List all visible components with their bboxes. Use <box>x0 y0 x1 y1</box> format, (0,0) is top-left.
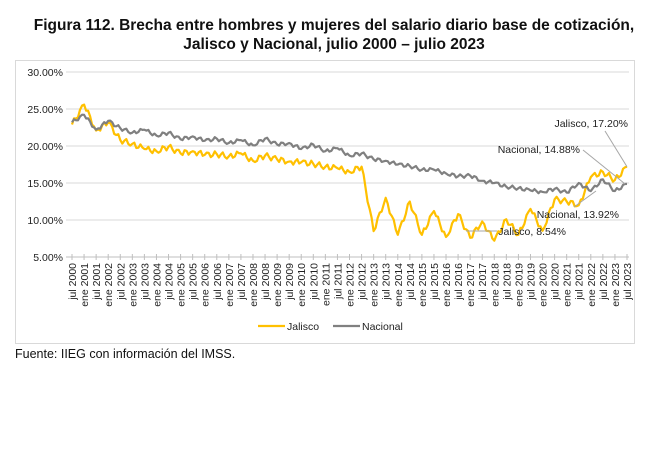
title-line-1: Figura 112. Brecha entre hombres y mujer… <box>33 17 635 34</box>
y-tick-label: 5.00% <box>33 252 63 264</box>
x-tick-label: jul 2020 <box>550 263 562 301</box>
x-tick-label: jul 2011 <box>332 263 344 300</box>
annotation-label: Jalisco, 8.54% <box>498 226 566 238</box>
x-tick-label: ene 2022 <box>586 263 598 307</box>
title-line-2: Jalisco y Nacional, julio 2000 – julio 2… <box>183 36 485 53</box>
x-axis: jul 2000 ene 2001 jul 2001 ene 2002 jul 2002… <box>66 254 634 307</box>
x-tick-label: ene 2010 <box>296 263 308 307</box>
x-tick-label: jul 2000 <box>67 263 79 301</box>
x-tick-label: ene 2021 <box>562 263 574 307</box>
annotation-label: Nacional, 14.88% <box>498 144 580 156</box>
x-tick-label: jul 2010 <box>308 263 320 301</box>
x-tick-label: jul 2007 <box>236 263 248 301</box>
x-tick-label: jul 2008 <box>260 263 272 301</box>
annotation-leader <box>573 190 597 208</box>
legend-label-nacional: Nacional <box>362 321 403 333</box>
x-tick-label: jul 2009 <box>284 263 296 301</box>
x-tick-label: ene 2002 <box>103 263 115 307</box>
x-tick-label: ene 2023 <box>610 263 622 307</box>
x-tick-label: ene 2020 <box>538 263 550 307</box>
x-tick-label: jul 2004 <box>164 263 176 301</box>
annotation-label: Nacional, 13.92% <box>537 209 619 221</box>
x-tick-label: ene 2005 <box>176 263 188 307</box>
x-tick-label: jul 2015 <box>429 263 441 301</box>
x-tick-label: jul 2022 <box>598 263 610 301</box>
annotation-leader <box>604 130 628 167</box>
chart-frame <box>15 60 635 344</box>
x-tick-label: ene 2001 <box>79 263 91 307</box>
legend-label-jalisco: Jalisco <box>287 321 319 333</box>
x-tick-label: jul 2014 <box>405 263 417 301</box>
x-tick-label: ene 2014 <box>393 263 405 307</box>
x-tick-label: jul 2021 <box>574 263 586 301</box>
series-line-nacional <box>71 113 628 195</box>
source-note: Fuente: IIEG con información del IMSS. <box>15 347 236 361</box>
y-axis: 5.00% 10.00% 15.00% 20.00% 25.00% 30.00% <box>27 67 63 264</box>
x-tick-label: ene 2015 <box>417 263 429 307</box>
annotation-leader <box>582 149 626 185</box>
series-line-jalisco <box>70 103 628 242</box>
x-tick-label: ene 2012 <box>345 263 357 307</box>
x-tick-label: ene 2013 <box>369 263 381 307</box>
gridlines <box>66 71 629 221</box>
y-tick-label: 30.00% <box>27 67 63 79</box>
series-lines <box>70 103 628 242</box>
x-tick-label: ene 2016 <box>441 263 453 307</box>
x-tick-label: jul 2002 <box>115 263 127 301</box>
annotations: Jalisco, 17.20% Nacional, 14.88% Nacional,… <box>466 118 628 238</box>
y-tick-label: 10.00% <box>27 215 63 227</box>
x-tick-label: jul 2006 <box>212 263 224 301</box>
x-tick-label: ene 2007 <box>224 263 236 307</box>
x-tick-label: ene 2008 <box>248 263 260 307</box>
x-tick-label: jul 2019 <box>525 263 537 301</box>
x-tick-label: ene 2011 <box>320 263 332 306</box>
x-tick-label: jul 2023 <box>622 263 634 301</box>
x-tick-label: jul 2016 <box>453 263 465 301</box>
x-tick-label: ene 2018 <box>489 263 501 307</box>
x-tick-label: jul 2018 <box>501 263 513 301</box>
x-tick-label: jul 2005 <box>188 263 200 301</box>
y-tick-label: 20.00% <box>27 141 63 153</box>
x-tick-label: ene 2009 <box>272 263 284 307</box>
x-tick-label: ene 2019 <box>513 263 525 307</box>
x-tick-label: jul 2012 <box>357 263 369 301</box>
x-tick-label: ene 2006 <box>200 263 212 307</box>
figure-title: Figura 112. Brecha entre hombres y mujer… <box>0 16 668 54</box>
legend: Jalisco Nacional <box>258 321 403 333</box>
x-tick-label: jul 2017 <box>477 263 489 301</box>
x-tick-label: jul 2001 <box>91 263 103 301</box>
x-tick-label: ene 2004 <box>151 263 163 307</box>
y-tick-label: 15.00% <box>27 178 63 190</box>
x-tick-label: jul 2003 <box>139 263 151 301</box>
x-tick-label: jul 2013 <box>381 263 393 301</box>
x-tick-label: ene 2003 <box>127 263 139 307</box>
y-tick-label: 25.00% <box>27 104 63 116</box>
annotation-label: Jalisco, 17.20% <box>554 118 628 130</box>
x-tick-label: ene 2017 <box>465 263 477 307</box>
